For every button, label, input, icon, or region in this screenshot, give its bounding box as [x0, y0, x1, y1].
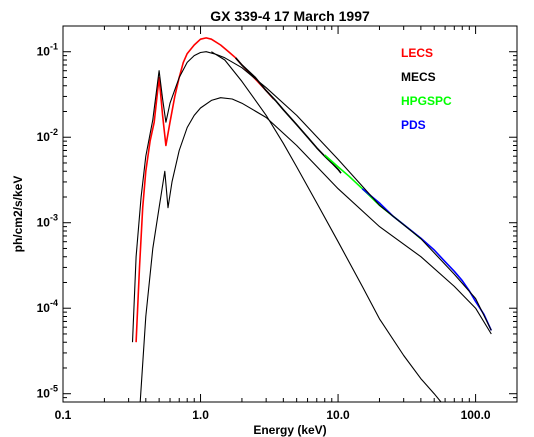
- legend: LECS MECS HPGSPC PDS: [401, 46, 452, 132]
- y-axis-ticks: 10-5 10-4 10-3 10-2 10-1: [37, 25, 517, 403]
- series-line-lecs: [135, 37, 275, 343]
- x-tick-label: 1.0: [192, 408, 209, 422]
- series-line-mecs: [234, 57, 342, 174]
- legend-entry-pds: PDS: [401, 118, 426, 132]
- legend-entry-lecs: LECS: [401, 46, 433, 60]
- model-curve-4: [131, 51, 492, 343]
- y-axis-label: ph/cm2/s/keV: [11, 176, 25, 253]
- series-line-pds: [361, 188, 493, 331]
- y-tick-label: 10-1: [37, 42, 58, 59]
- plot-data: [131, 37, 493, 402]
- x-axis-label: Energy (keV): [253, 423, 326, 437]
- legend-entry-hpgspc: HPGSPC: [401, 94, 452, 108]
- model-curve-6: [211, 51, 442, 402]
- x-tick-label: 0.1: [55, 408, 72, 422]
- x-axis-ticks: 0.1 1.0 10.0 100.0: [55, 26, 518, 422]
- x-tick-label: 100.0: [461, 408, 491, 422]
- plot-frame: [62, 25, 518, 403]
- x-tick-label: 10.0: [326, 408, 350, 422]
- model-curve-5: [139, 97, 492, 402]
- chart-title: GX 339-4 17 March 1997: [210, 8, 370, 24]
- y-tick-label: 10-2: [37, 127, 58, 144]
- y-tick-label: 10-5: [37, 384, 58, 401]
- y-tick-label: 10-3: [37, 213, 58, 230]
- legend-entry-mecs: MECS: [401, 70, 436, 84]
- y-tick-label: 10-4: [37, 298, 58, 315]
